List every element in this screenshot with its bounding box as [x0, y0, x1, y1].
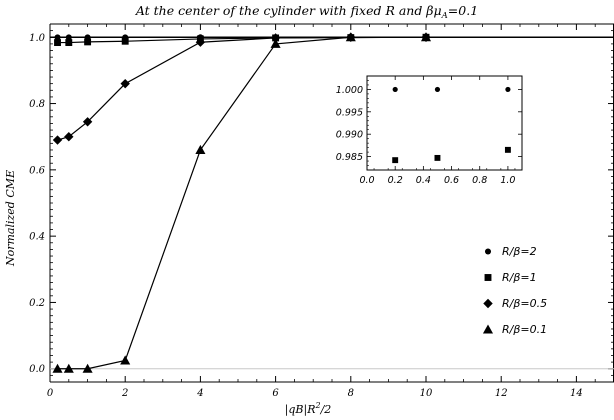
x-axis-label-main: |qB|R: [285, 403, 316, 417]
x-axis-label-superscript: 2: [315, 401, 321, 410]
data-point-diamond: [195, 37, 206, 47]
data-point-triangle: [120, 355, 131, 365]
x-tick-label: 10: [420, 388, 433, 399]
inset-x-tick-label: 0.6: [444, 175, 459, 186]
legend-label: R/β=2: [502, 245, 537, 258]
legend-label: R/β=0.1: [502, 323, 547, 336]
legend-marker-triangle: [482, 324, 494, 334]
x-axis-label: |qB|R2/2: [285, 401, 332, 417]
inset-y-tick-label: 0.990: [336, 130, 363, 141]
inset-x-tick-label: 0.0: [359, 175, 374, 186]
legend: R/β=2 R/β=1 R/β=0.5 R/β=0.1: [482, 245, 547, 336]
y-tick-label: 0.2: [29, 298, 45, 309]
inset-x-tick-label: 1.0: [500, 175, 515, 186]
y-tick-label: 0.6: [29, 165, 46, 176]
data-point-triangle: [63, 363, 74, 373]
inset-data-point-circle: [505, 86, 511, 93]
inset-data-point-square: [392, 157, 399, 164]
data-point-square: [121, 37, 129, 45]
data-point-diamond: [120, 78, 130, 89]
inset-background: [366, 75, 523, 171]
legend-marker-square: [484, 274, 492, 281]
data-point-triangle: [82, 363, 93, 373]
data-point-square: [54, 39, 61, 47]
inset-y-tick-label: 1.000: [336, 85, 363, 96]
main-reference-lines: [50, 36, 614, 370]
y-tick-label: 0.0: [29, 364, 46, 375]
inset-y-tick-label: 0.995: [336, 107, 363, 118]
data-point-triangle: [52, 363, 63, 373]
data-point-square: [84, 38, 92, 46]
chart-title-main: At the center of the cylinder with fixed…: [135, 3, 442, 18]
chart-title-tail: =0.1: [448, 3, 478, 18]
x-tick-label: 4: [196, 388, 203, 399]
legend-label: R/β=0.5: [502, 297, 547, 310]
chart-title: At the center of the cylinder with fixed…: [135, 3, 478, 21]
inset-data-point-circle: [392, 86, 398, 93]
inset-data-point-square: [434, 154, 441, 161]
data-point-triangle: [420, 32, 432, 42]
inset-data-point-square: [504, 146, 511, 153]
chart-title-subscript: A: [441, 11, 448, 21]
y-tick-label: 1.0: [29, 33, 46, 44]
data-point-square: [65, 39, 73, 47]
x-tick-label: 6: [272, 388, 279, 399]
data-point-circle: [65, 34, 72, 41]
data-point-circle: [54, 34, 61, 41]
x-tick-label: 12: [495, 388, 508, 399]
main-axis-ticks: 0 2 4 6 8 10 12 14 0.0 0.2 0.4 0.6 0.8 1.0: [29, 24, 614, 399]
legend-marker-diamond: [483, 298, 493, 309]
legend-label: R/β=1: [502, 271, 537, 284]
inset-y-tick-label: 0.985: [336, 152, 363, 163]
y-tick-label: 0.4: [29, 232, 45, 243]
x-axis-label-tail: /2: [320, 403, 332, 416]
data-point-diamond: [270, 33, 281, 43]
y-tick-label: 0.8: [29, 99, 45, 110]
x-tick-label: 8: [348, 388, 354, 399]
inset-data-point-circle: [434, 86, 441, 93]
data-point-diamond: [64, 131, 74, 142]
x-tick-label: 2: [121, 388, 128, 399]
data-point-triangle: [345, 32, 356, 42]
data-point-diamond: [52, 135, 63, 145]
legend-marker-circle: [484, 248, 492, 255]
data-point-diamond: [82, 117, 93, 127]
data-point-triangle: [195, 144, 206, 154]
inset-x-tick-label: 0.4: [416, 175, 431, 186]
series-line-triangle: [57, 36, 426, 370]
series-line-diamond: [57, 36, 426, 141]
data-point-triangle: [270, 38, 281, 48]
inset-axis-ticks: 0.0 0.2 0.4 0.6 0.8 1.0 0.985 0.990 0.995 1.000: [336, 75, 522, 186]
x-tick-label: 14: [570, 388, 583, 399]
y-axis-label: Normalized CME: [4, 170, 17, 267]
inset-x-tick-label: 0.2: [388, 175, 403, 186]
x-tick-label: 0: [47, 388, 54, 399]
inset-plot: 0.0 0.2 0.4 0.6 0.8 1.0 0.985 0.990 0.995 1.000: [336, 75, 523, 186]
inset-x-tick-label: 0.8: [472, 175, 487, 186]
main-series-layer: [52, 32, 432, 373]
inset-series-layer: [392, 86, 511, 164]
